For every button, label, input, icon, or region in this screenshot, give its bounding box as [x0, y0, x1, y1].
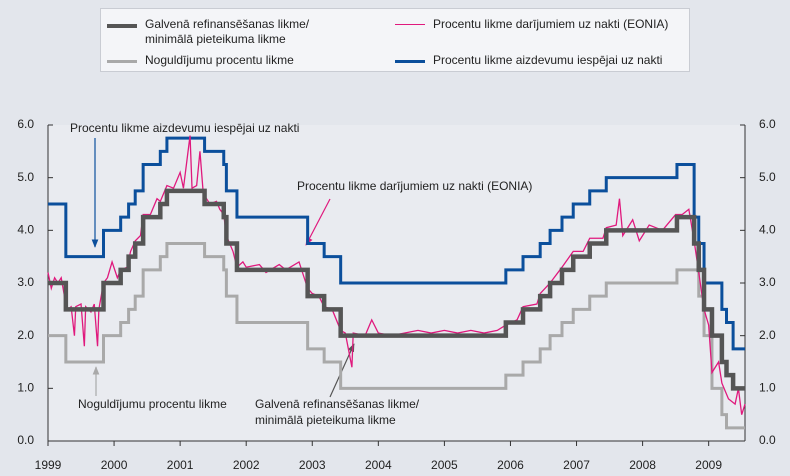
legend-label: Procentu likme darījumiem uz nakti (EONI… [433, 17, 669, 31]
arrow [305, 198, 331, 246]
series-line [48, 242, 745, 430]
annotation: Procentu likme aizdevumu iespējai uz nak… [70, 121, 299, 135]
y2-tick-label: 1.0 [759, 381, 776, 395]
legend-swatch [395, 60, 425, 63]
x-tick-label: 2004 [365, 458, 392, 472]
y2-tick-label: 6.0 [759, 117, 776, 131]
x-tick-label: 2007 [563, 458, 590, 472]
series-line [48, 136, 745, 351]
legend-label: Procentu likme aizdevumu iespējai uz nak… [433, 53, 663, 67]
legend-swatch [107, 24, 137, 28]
y2-tick-label: 3.0 [759, 275, 776, 289]
y2-tick-label: 2.0 [759, 328, 776, 342]
x-tick-label: 2006 [497, 458, 524, 472]
y-tick-label: 4.0 [17, 223, 34, 237]
annotation: Noguldījumu procentu likme [78, 397, 227, 411]
legend-item: Noguldījumu procentu likme [107, 53, 405, 68]
series-line [47, 135, 746, 415]
x-tick-label: 2009 [695, 458, 722, 472]
y2-tick-label: 0.0 [759, 433, 776, 447]
y-tick-label: 3.0 [17, 275, 34, 289]
series-line [48, 188, 745, 391]
x-tick-label: 2000 [101, 458, 128, 472]
y-tick-label: 0.0 [17, 433, 34, 447]
x-tick-label: 2003 [299, 458, 326, 472]
y2-tick-label: 4.0 [759, 223, 776, 237]
x-tick-label: 2002 [233, 458, 260, 472]
legend-item: Procentu likme darījumiem uz nakti (EONI… [395, 17, 693, 32]
legend-swatch [395, 24, 425, 25]
annotation: Procentu likme darījumiem uz nakti (EONI… [297, 179, 532, 193]
y-tick-label: 1.0 [17, 381, 34, 395]
legend-label: Galvenā refinansēšanas likme/ minimālā p… [145, 17, 310, 46]
legend-swatch [107, 60, 137, 63]
annotation: minimālā pieteikuma likme [255, 413, 396, 427]
x-tick-label: 2001 [167, 458, 194, 472]
y2-tick-label: 5.0 [759, 170, 776, 184]
legend-item: Procentu likme aizdevumu iespējai uz nak… [395, 53, 693, 68]
y-tick-label: 6.0 [17, 117, 34, 131]
x-tick-label: 2008 [629, 458, 656, 472]
x-tick-label: 1999 [35, 458, 62, 472]
y-tick-label: 2.0 [17, 328, 34, 342]
legend: Galvenā refinansēšanas likme/ minimālā p… [100, 8, 690, 72]
legend-item: Galvenā refinansēšanas likme/ minimālā p… [107, 17, 323, 47]
annotation: Galvenā refinansēšanas likme/ [255, 397, 420, 411]
y-tick-label: 5.0 [17, 170, 34, 184]
legend-label: Noguldījumu procentu likme [145, 53, 294, 67]
x-tick-label: 2005 [431, 458, 458, 472]
